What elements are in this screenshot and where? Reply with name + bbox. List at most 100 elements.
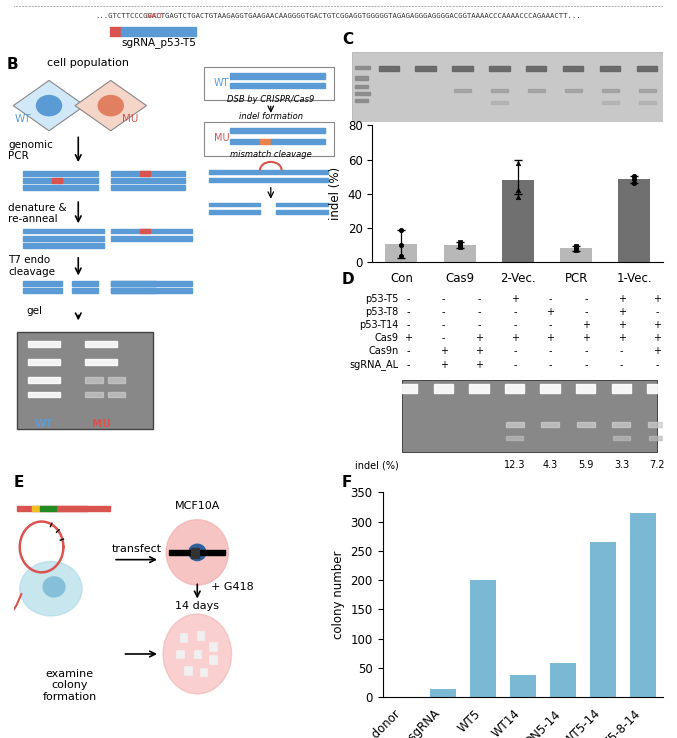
Text: B: B [7, 57, 18, 72]
Bar [385, 244, 418, 262]
Bar [469, 384, 489, 393]
Text: +: + [439, 359, 447, 370]
Bar [491, 101, 508, 104]
Point [454, 236, 465, 248]
Text: MU: MU [122, 114, 138, 124]
Ellipse shape [20, 562, 82, 616]
Bar [528, 89, 545, 92]
Text: ...GTCTTCCCGGACTGAGTCTGACTGTAAGAGGTGAAGAACAAGGGGTGACTGTCGGAGGTGGGGGTAGAGAGGGAGGG: ...GTCTTCCCGGACTGAGTCTGACTGTAAGAGGTGAAGA… [95, 13, 582, 19]
Bar [111, 288, 156, 293]
Bar [434, 384, 453, 393]
Bar [649, 435, 665, 440]
Bar [23, 171, 97, 176]
Bar [17, 506, 110, 511]
Text: -: - [620, 359, 624, 370]
Text: F: F [342, 475, 352, 490]
Bar [416, 66, 436, 72]
Text: -: - [442, 334, 445, 343]
Bar [200, 668, 207, 677]
Bar [613, 435, 630, 440]
Text: p53-T5: p53-T5 [366, 294, 399, 304]
Text: gel: gel [26, 306, 42, 316]
Text: T7 endo
cleavage: T7 endo cleavage [8, 255, 56, 277]
Bar [196, 632, 204, 640]
Bar [398, 384, 418, 393]
Bar [191, 548, 199, 558]
Polygon shape [75, 80, 146, 131]
Bar [140, 229, 150, 233]
Text: +: + [653, 294, 661, 304]
Point [454, 239, 465, 251]
Bar [72, 281, 97, 286]
Text: -: - [549, 346, 552, 356]
Bar [111, 229, 192, 233]
Text: +: + [653, 334, 661, 343]
Bar [563, 66, 584, 72]
Text: +: + [546, 334, 554, 343]
Text: 5.9: 5.9 [578, 460, 594, 470]
Ellipse shape [37, 95, 62, 116]
Text: -: - [584, 346, 588, 356]
Bar [565, 89, 582, 92]
Bar [209, 170, 328, 174]
Bar [648, 421, 666, 427]
Bar [630, 513, 657, 697]
Point [571, 240, 582, 252]
Bar [111, 185, 185, 190]
Text: WT: WT [35, 418, 53, 429]
Point [396, 250, 407, 262]
Text: -: - [513, 346, 517, 356]
Point [629, 173, 640, 185]
Point [512, 157, 523, 169]
Point [629, 170, 640, 182]
Bar [23, 236, 104, 241]
Text: 12.3: 12.3 [504, 460, 525, 470]
Bar [140, 171, 150, 176]
Bar [177, 649, 184, 658]
Text: -: - [477, 294, 481, 304]
Ellipse shape [43, 577, 65, 597]
Text: +: + [582, 320, 590, 330]
Text: D: D [342, 272, 355, 287]
Bar [23, 281, 62, 286]
Bar [638, 89, 655, 92]
Bar [355, 76, 369, 80]
Text: +: + [475, 346, 483, 356]
Text: +: + [617, 294, 626, 304]
Text: WT: WT [214, 78, 230, 88]
Point [629, 176, 640, 188]
Bar [355, 99, 370, 102]
Text: 14 days: 14 days [175, 601, 219, 610]
Bar [271, 139, 325, 144]
Text: -: - [442, 307, 445, 317]
Text: +: + [511, 334, 519, 343]
Text: -: - [513, 359, 517, 370]
Bar [28, 359, 60, 365]
Bar [111, 236, 192, 241]
Point [454, 241, 465, 253]
Bar [505, 384, 524, 393]
Bar [230, 128, 325, 134]
Bar [230, 139, 260, 144]
Point [512, 184, 523, 196]
Bar [276, 210, 328, 214]
Text: -: - [406, 346, 410, 356]
Text: cell population: cell population [47, 58, 129, 68]
Y-axis label: colony number: colony number [332, 551, 345, 639]
Text: +: + [475, 359, 483, 370]
Bar [430, 689, 456, 697]
Bar [618, 179, 651, 262]
Bar [32, 506, 40, 511]
Text: -: - [406, 307, 410, 317]
Bar [638, 101, 655, 104]
Text: MU: MU [214, 133, 230, 143]
Text: transfect: transfect [112, 545, 162, 554]
Point [512, 191, 523, 203]
Bar [56, 506, 87, 511]
Text: indel (%): indel (%) [355, 460, 399, 470]
Bar [452, 66, 473, 72]
Text: -: - [620, 346, 624, 356]
Bar [111, 281, 192, 286]
Bar [111, 288, 192, 293]
Text: sgRNA_p53-T5: sgRNA_p53-T5 [121, 37, 196, 48]
